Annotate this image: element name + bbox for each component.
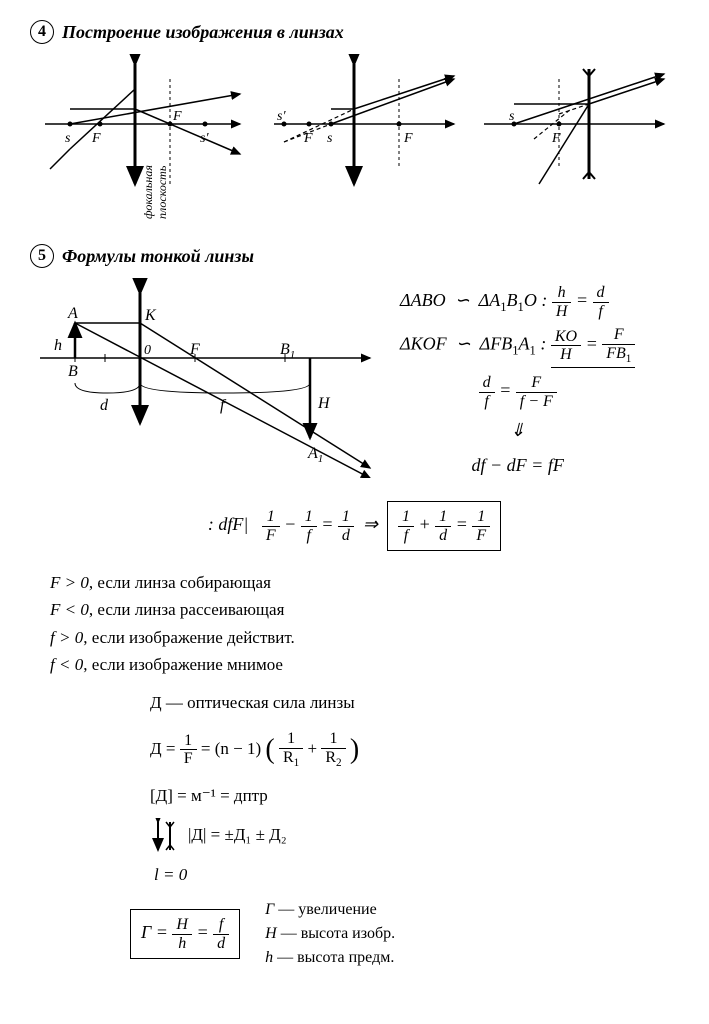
diopter-units: [Д] = м⁻¹ = дптр [150,781,679,812]
svg-text:F: F [403,131,413,146]
lens-formula-derivation: : dfF| 1F − 1f = 1d ⇒ 1f + 1d = 1F [30,501,679,551]
thin-lens-area: A K h B 0 F B1 H d f A1 ΔABO ∽ ΔA1B1O : … [30,278,679,486]
svg-text:s: s [65,131,71,146]
svg-text:F: F [551,131,561,146]
svg-text:d: d [100,397,109,414]
eq-triangles-2: ΔKOF ∽ ΔFB1A1 : KOH = FFB1 [400,326,635,368]
lens-diagram-1: s F F s′ фокальная плоскость [40,54,250,224]
section-5-heading: Формулы тонкой линзы [62,246,254,267]
section-5-title: 5 Формулы тонкой линзы [30,244,679,268]
svg-text:F: F [172,109,182,124]
magnification-legend: Г — увеличение H — высота изобр. h — выс… [265,898,395,970]
svg-text:K: K [144,307,157,324]
legend-h: h — высота предм. [265,946,395,970]
svg-text:h: h [54,337,62,354]
svg-text:F: F [91,131,101,146]
svg-text:H: H [317,395,331,412]
similarity-equations: ΔABO ∽ ΔA1B1O : hH = df ΔKOF ∽ ΔFB1A1 : … [400,278,635,486]
svg-text:f: f [220,397,227,414]
svg-text:0: 0 [144,343,151,358]
l-zero: l = 0 [154,860,679,891]
svg-text:s: s [509,109,515,124]
optical-power-label: Д — оптическая сила линзы [150,688,679,719]
lens-diagram-3: s F [479,54,669,194]
cond-f-neg: f < 0, если изображение мнимое [50,651,679,678]
svg-text:B: B [68,363,78,380]
section-number-5: 5 [30,244,54,268]
combined-power: |Д| = ±Д₁ ± Д₂ [150,818,679,854]
magnification-row: Г = Hh = fd Г — увеличение H — высота из… [130,898,679,970]
svg-text:A1: A1 [307,445,323,465]
magnification-box: Г = Hh = fd [130,909,240,959]
eq-df-ratio: df = Ff − F [400,374,635,410]
sign-conventions: F > 0, если линза собирающая F < 0, если… [50,569,679,678]
optical-power-block: Д — оптическая сила линзы Д = 1F = (n − … [150,688,679,890]
svg-text:s′: s′ [277,109,286,124]
eq-triangles-1: ΔABO ∽ ΔA1B1O : hH = df [400,284,635,320]
lensmaker-equation: Д = 1F = (n − 1) ( 1R1 + 1R2 ) [150,725,679,775]
stacked-lens-icon [150,818,178,854]
svg-text:A: A [67,305,78,322]
cond-F-pos: F > 0, если линза собирающая [50,569,679,596]
section-number-4: 4 [30,20,54,44]
section-4-title: 4 Построение изображения в линзах [30,20,679,44]
svg-text:s: s [327,131,333,146]
svg-text:F: F [303,131,313,146]
cond-F-neg: F < 0, если линза рассеивающая [50,596,679,623]
svg-text:F: F [189,341,200,358]
eq-arrow: ⇓ [400,416,635,445]
svg-text:s′: s′ [200,131,209,146]
thin-lens-formula-box: 1f + 1d = 1F [387,501,501,551]
legend-H: H — высота изобр. [265,922,395,946]
legend-gamma: Г — увеличение [265,898,395,922]
cond-f-pos: f > 0, если изображение действит. [50,624,679,651]
eq-cross-mult: df − dF = fF [400,451,635,480]
section-4-heading: Построение изображения в линзах [62,22,344,43]
lens-diagrams-row: s F F s′ фокальная плоскость s′ F s F [30,54,679,224]
lens-diagram-2: s′ F s F [269,54,459,194]
svg-text:плоскость: плоскость [155,165,169,219]
svg-text:фокальная: фокальная [141,165,155,219]
thin-lens-diagram: A K h B 0 F B1 H d f A1 [30,278,380,478]
